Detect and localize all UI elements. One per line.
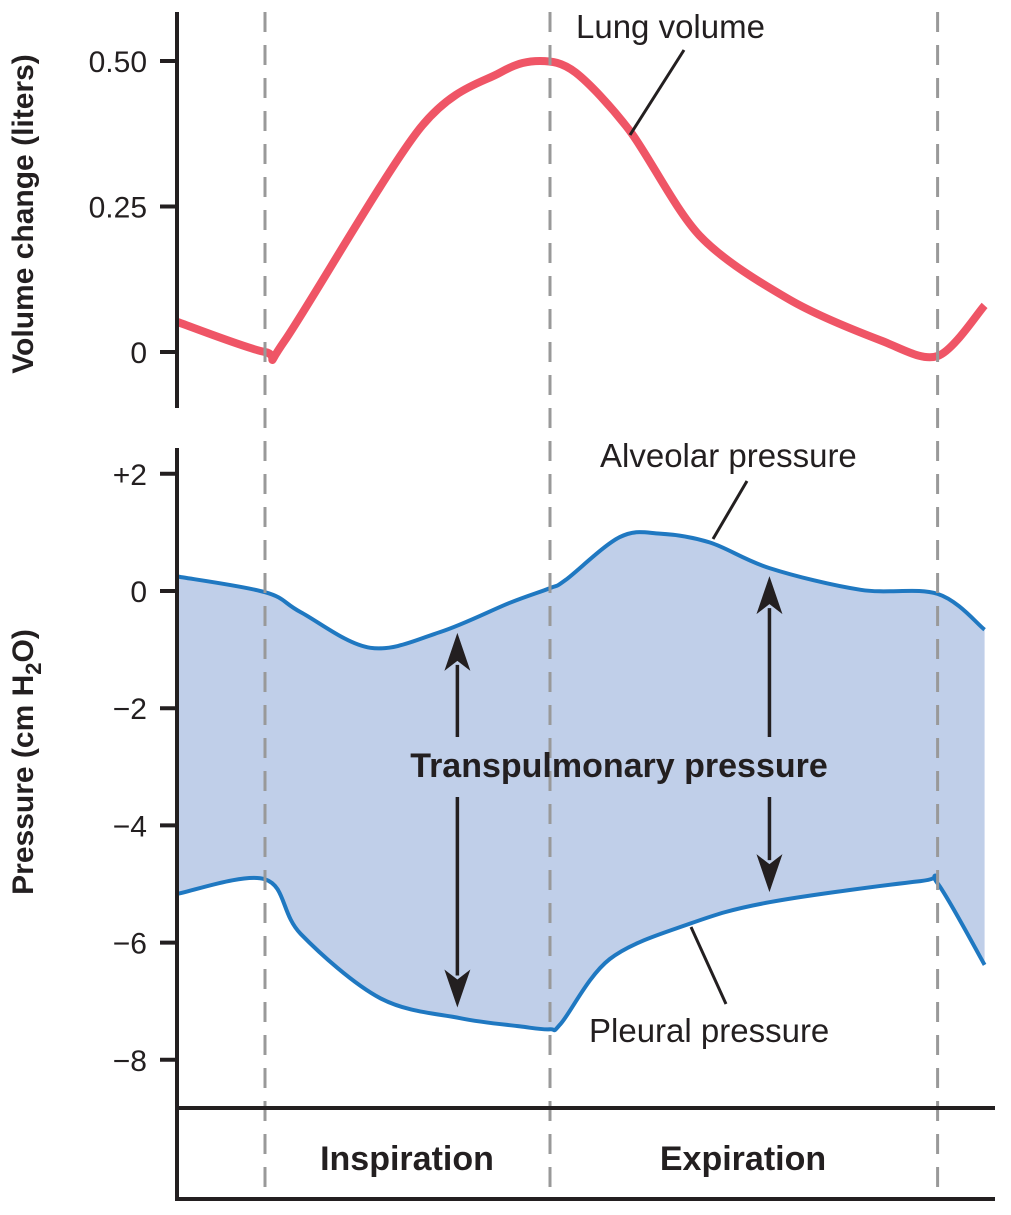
phase-label-expiration: Expiration [660, 1140, 826, 1178]
pressure-axis-title: Pressure (cm H2O) [7, 629, 46, 895]
arrowhead-icon [444, 632, 471, 671]
transpulmonary-pressure-label: Transpulmonary pressure [410, 747, 828, 785]
pressure-axis-title-part1: Pressure (cm H [7, 675, 40, 895]
pressure-tick-label: 0 [130, 576, 147, 609]
transpulmonary-arrow-up [756, 576, 783, 737]
transpulmonary-arrow-up [444, 632, 471, 737]
annotations [444, 49, 783, 1008]
volume-axis-title: Volume change (liters) [7, 54, 40, 374]
pressure-tick-label: −6 [113, 928, 147, 961]
pleural-pressure-leader-line [689, 926, 728, 1005]
pressure-tick-label: −4 [113, 810, 147, 843]
pleural-pressure-line [176, 873, 987, 1033]
transpulmonary-arrow-down [444, 797, 471, 1008]
arrowhead-icon [756, 576, 783, 615]
volume-plot [175, 57, 988, 364]
pressure-axis-title-subscript: 2 [21, 662, 46, 674]
alveolar-pressure-label: Alveolar pressure [600, 437, 857, 474]
volume-tick-label: 0.50 [89, 46, 147, 79]
phase-label-inspiration: Inspiration [320, 1140, 494, 1178]
arrowhead-icon [756, 854, 783, 893]
pressure-axis-title-part3: O) [7, 629, 40, 662]
alveolar-pressure-line [176, 530, 986, 651]
arrowhead-icon [444, 969, 471, 1008]
transpulmonary-arrow-down [756, 797, 783, 893]
pleural-pressure-label: Pleural pressure [589, 1012, 829, 1049]
volume-tick-label: 0.25 [89, 192, 147, 225]
transpulmonary-region [176, 532, 985, 1031]
pressure-plot [176, 530, 987, 1033]
pressure-tick-label: −2 [113, 693, 147, 726]
axes [160, 12, 995, 1201]
lung-volume-line [175, 57, 988, 364]
lung-volume-leader-line [628, 49, 686, 136]
volume-tick-label: 0 [130, 337, 147, 370]
pressure-tick-label: −8 [113, 1045, 147, 1078]
alveolar-pressure-leader-line [711, 480, 749, 540]
pressure-tick-label: +2 [113, 459, 147, 492]
lung-volume-label: Lung volume [576, 8, 765, 45]
